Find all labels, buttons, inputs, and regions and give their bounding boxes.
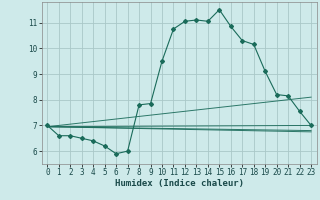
- X-axis label: Humidex (Indice chaleur): Humidex (Indice chaleur): [115, 179, 244, 188]
